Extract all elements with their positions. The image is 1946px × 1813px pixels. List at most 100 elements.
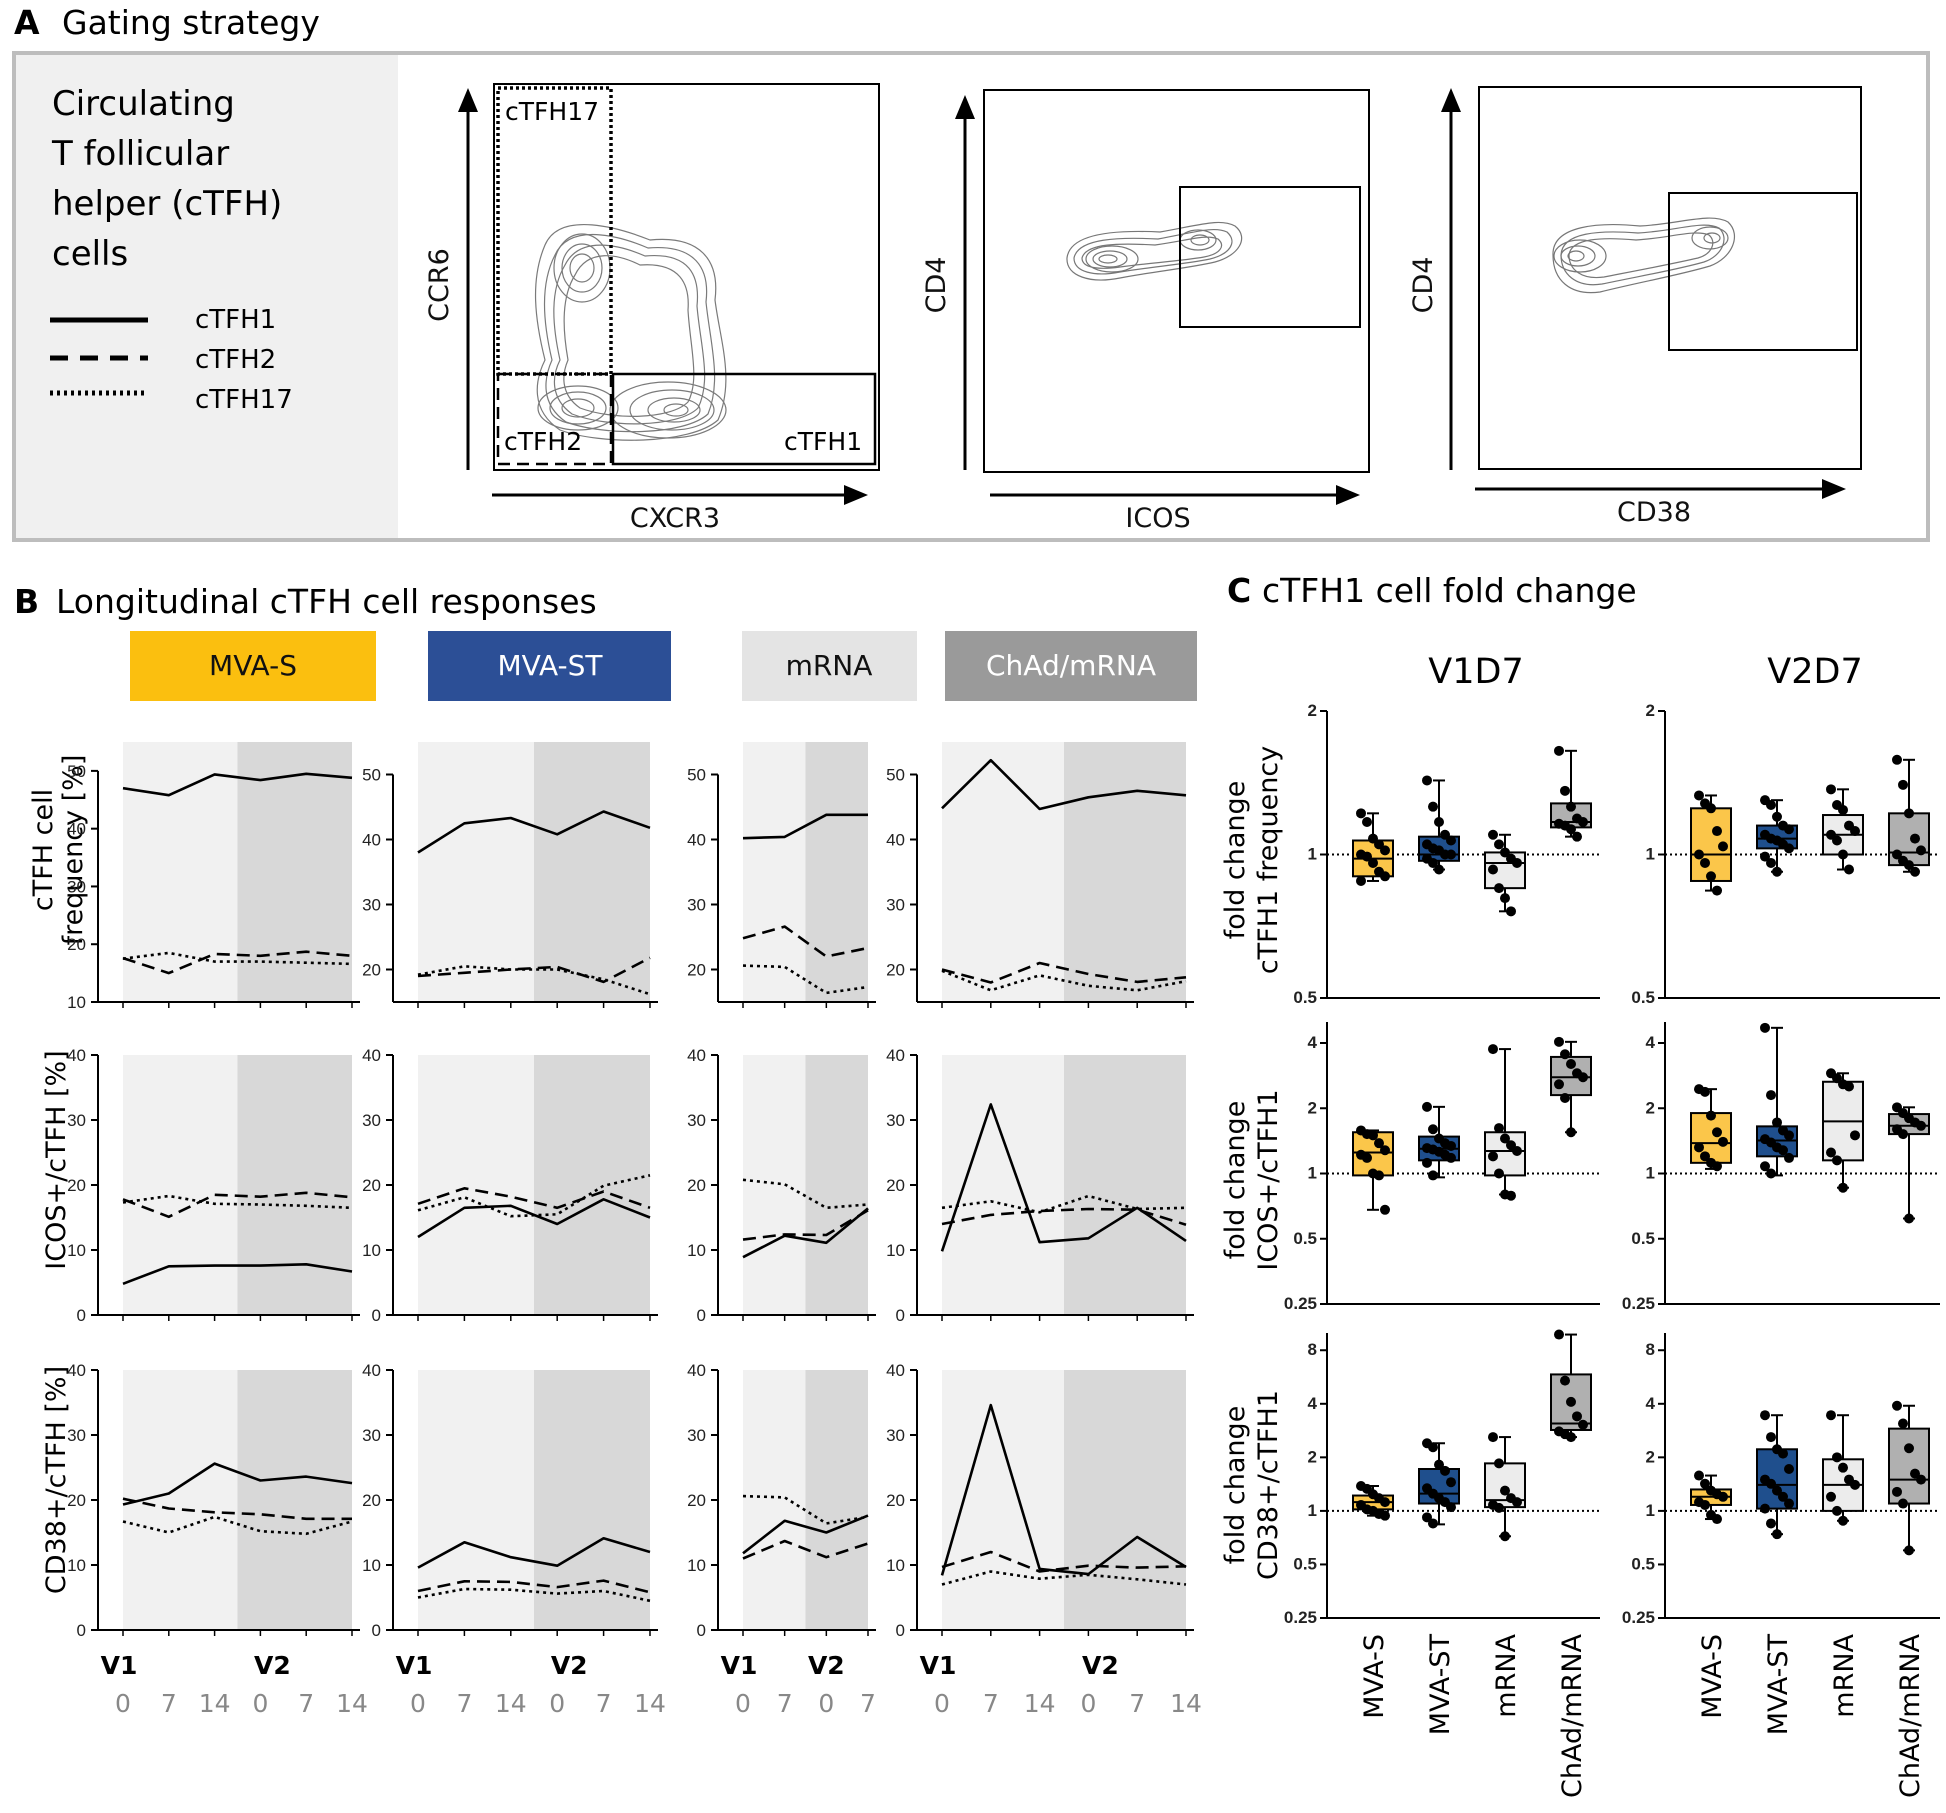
y-tick-label: 1: [1646, 1501, 1655, 1520]
data-point: [1712, 1161, 1722, 1172]
flow-ylabel: CD4: [1408, 257, 1439, 314]
panel-a-description-bg: [16, 55, 398, 538]
row-ylabel: CD38+/cTFH1: [1253, 1390, 1284, 1580]
y-tick-label: 2: [1308, 701, 1317, 720]
shade-visit-2: [237, 742, 352, 1002]
shade-visit-1: [418, 742, 534, 1002]
y-tick-label: 0: [896, 1306, 905, 1325]
day-label: 14: [1024, 1689, 1056, 1718]
series-line-ctfh1: [417, 1537, 651, 1569]
series-line-ctfh1: [122, 1462, 353, 1506]
data-point: [1898, 1129, 1908, 1140]
category-label: mRNA: [1829, 1633, 1860, 1717]
data-point: [1554, 1329, 1564, 1340]
data-point: [1826, 1147, 1836, 1158]
shade-visit-1: [743, 1370, 806, 1630]
timepoint-label: V2D7: [1767, 652, 1862, 692]
shade-visit-2: [534, 1370, 650, 1630]
y-tick-label: 10: [886, 1556, 905, 1575]
panel-c: C cTFH1 cell fold change V1D7 V2D7 fold …: [1220, 571, 1940, 1798]
y-tick-label: 40: [687, 1361, 706, 1380]
timepoint-label: V1D7: [1428, 652, 1523, 692]
data-point: [1380, 1145, 1390, 1156]
legend-label: cTFH1: [195, 305, 276, 335]
data-point: [1916, 845, 1926, 856]
y-tick-label: 30: [687, 1111, 706, 1130]
panel-a-letter: A: [14, 3, 40, 42]
row-ylabel: CD38+/cTFH [%]: [41, 1366, 72, 1594]
day-label: 7: [298, 1689, 314, 1718]
category-label: MVA-ST: [1425, 1634, 1456, 1736]
y-tick-label: 20: [886, 1176, 905, 1195]
y-arrow-head: [458, 88, 478, 112]
y-tick-label: 20: [67, 1491, 86, 1510]
shade-visit-2: [534, 1055, 650, 1315]
header-chad-mrna: [945, 631, 1197, 701]
visit-label: V2: [254, 1651, 291, 1680]
y-tick-label: 50: [687, 766, 706, 785]
data-point: [1700, 1151, 1710, 1162]
data-point: [1712, 1514, 1722, 1525]
data-point: [1772, 1529, 1782, 1540]
flow-plot-cd4-icos: CD4 ICOS: [921, 89, 1370, 534]
shade-visit-1: [942, 742, 1064, 1002]
series-line-ctfh2: [122, 1497, 352, 1521]
data-point: [1904, 808, 1914, 819]
y-tick-label: 0.5: [1293, 1229, 1317, 1248]
data-point: [1766, 1090, 1776, 1101]
y-tick-label: 20: [886, 1491, 905, 1510]
visit-label: V1: [721, 1651, 758, 1680]
data-point: [1904, 860, 1914, 871]
flow-plot-frame: [983, 89, 1370, 473]
y-tick-label: 0: [77, 1306, 86, 1325]
data-point: [1560, 785, 1570, 796]
y-tick-label: 1: [1308, 1501, 1317, 1520]
gate-cd38-pos: [1668, 192, 1858, 351]
data-point: [1718, 841, 1728, 852]
data-point: [1488, 1432, 1498, 1443]
data-point: [1380, 1497, 1390, 1508]
row-ylabel: cTFH cell: [28, 789, 59, 911]
data-point: [1380, 845, 1390, 856]
y-tick-label: 10: [362, 1241, 381, 1260]
data-point: [1772, 866, 1782, 877]
data-point: [1832, 1505, 1842, 1516]
series-line-ctfh1: [940, 1403, 1187, 1576]
data-point: [1838, 1182, 1848, 1193]
data-point: [1910, 833, 1920, 844]
y-tick-label: 50: [886, 766, 905, 785]
series-line-ctfh2: [742, 1209, 869, 1241]
flow-xlabel: ICOS: [1125, 503, 1190, 534]
data-point: [1832, 835, 1842, 846]
y-tick-label: 0.5: [1631, 1554, 1655, 1573]
x-arrow-head: [1336, 485, 1360, 505]
line-plot-mva-st-row2: 0 10 20 30 40: [362, 1046, 658, 1325]
gate-ctfh1: [611, 372, 877, 466]
data-point: [1374, 1138, 1384, 1149]
line-plot-mva-s-row2: 0 10 20 30 40: [67, 1046, 360, 1325]
series-line-ctfh17: [122, 1194, 353, 1210]
x-arrow-head: [844, 485, 868, 505]
panel-b-plots: 10 20 30 40 50 20 30 40 50 20 30 40 50 20 30 40 50 0 10 20 3…: [67, 742, 1194, 1640]
gate-ctfh2: [496, 372, 613, 466]
data-point: [1446, 849, 1456, 860]
data-point: [1898, 1418, 1908, 1429]
y-tick-label: 1: [1646, 1164, 1655, 1183]
day-label: 7: [456, 1689, 472, 1718]
y-tick-label: 20: [687, 961, 706, 980]
day-label: 14: [634, 1689, 666, 1718]
flow-plot-cd4-cd38: CD4 CD38: [1408, 86, 1862, 528]
y-tick-label: 0: [896, 1621, 905, 1640]
shade-visit-1: [942, 1055, 1064, 1315]
data-point: [1494, 1458, 1504, 1469]
data-point: [1380, 1204, 1390, 1215]
y-tick-label: 0: [77, 1621, 86, 1640]
y-tick-label: 40: [687, 831, 706, 850]
data-point: [1706, 871, 1716, 882]
y-tick-label: 40: [687, 1046, 706, 1065]
data-point: [1718, 1491, 1728, 1502]
row-ylabel: ICOS+/cTFH [%]: [41, 1050, 72, 1269]
day-label: 7: [983, 1689, 999, 1718]
y-tick-label: 10: [886, 1241, 905, 1260]
